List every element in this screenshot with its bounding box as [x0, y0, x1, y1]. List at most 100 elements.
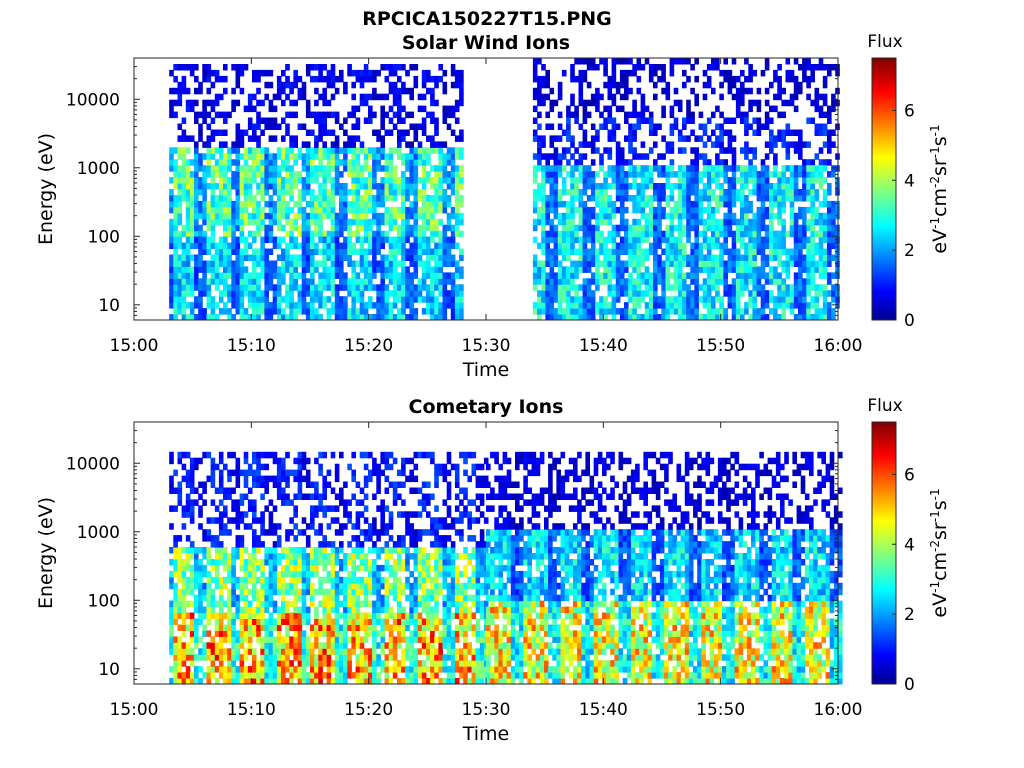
- spectrogram-cell: [289, 278, 294, 285]
- spectrogram-cell: [173, 171, 178, 178]
- spectrogram-cell: [388, 248, 394, 255]
- spectrogram-cell: [611, 254, 617, 261]
- spectrogram-cell: [607, 230, 613, 238]
- spectrogram-cell: [372, 248, 377, 255]
- spectrogram-cell: [702, 260, 708, 267]
- spectrogram-cell: [822, 195, 828, 202]
- spectrogram-cell: [281, 660, 286, 667]
- spectrogram-cell: [326, 278, 332, 285]
- spectrogram-cell: [553, 284, 559, 291]
- spectrogram-cell: [719, 195, 724, 202]
- spectrogram-cell: [318, 678, 323, 685]
- spectrogram-cell: [181, 165, 187, 172]
- spectrogram-cell: [752, 272, 757, 279]
- spectrogram-cell: [355, 212, 361, 220]
- spectrogram-cell: [272, 266, 278, 273]
- spectrogram-cell: [793, 248, 799, 255]
- spectrogram-cell: [272, 648, 278, 655]
- spectrogram-cell: [285, 254, 290, 261]
- spectrogram-cell: [268, 135, 274, 142]
- spectrogram-cell: [789, 141, 795, 148]
- spectrogram-cell: [405, 218, 410, 226]
- spectrogram-cell: [235, 159, 241, 166]
- spectrogram-cell: [814, 153, 820, 160]
- spectrogram-cell: [293, 314, 298, 321]
- spectrogram-cell: [690, 87, 695, 95]
- spectrogram-cell: [690, 254, 695, 261]
- spectrogram-cell: [359, 99, 365, 107]
- spectrogram-cell: [532, 69, 538, 77]
- spectrogram-cell: [648, 69, 654, 77]
- spectrogram-cell: [169, 618, 174, 625]
- spectrogram-cell: [532, 206, 538, 214]
- spectrogram-cell: [384, 75, 390, 83]
- spectrogram-cell: [256, 302, 261, 309]
- spectrogram-cell: [553, 260, 559, 267]
- spectrogram-cell: [545, 195, 550, 202]
- spectrogram-cell: [760, 260, 766, 267]
- spectrogram-cell: [409, 93, 414, 101]
- spectrogram-cell: [566, 290, 571, 297]
- spectrogram-cell: [169, 636, 174, 643]
- spectrogram-cell: [343, 218, 348, 226]
- spectrogram-cell: [185, 159, 191, 166]
- spectrogram-cell: [822, 296, 828, 303]
- spectrogram-cell: [827, 64, 832, 71]
- spectrogram-cell: [318, 117, 323, 124]
- spectrogram-cell: [636, 183, 642, 190]
- spectrogram-cell: [677, 284, 683, 291]
- spectrogram-cell: [359, 147, 365, 154]
- spectrogram-cell: [735, 308, 741, 315]
- spectrogram-cell: [557, 81, 563, 89]
- spectrogram-cell: [690, 302, 695, 309]
- spectrogram-cell: [256, 206, 261, 214]
- spectrogram-cell: [231, 64, 236, 71]
- spectrogram-cell: [603, 266, 608, 273]
- spectrogram-cell: [785, 75, 791, 83]
- spectrogram-cell: [206, 212, 212, 220]
- spectrogram-cell: [202, 242, 207, 250]
- spectrogram-cell: [694, 314, 699, 321]
- spectrogram-cell: [607, 147, 613, 154]
- spectrogram-cell: [644, 105, 650, 113]
- spectrogram-cell: [293, 200, 298, 208]
- spectrogram-cell: [541, 99, 546, 107]
- spectrogram-cell: [314, 87, 319, 95]
- spectrogram-cell: [264, 93, 269, 101]
- spectrogram-cell: [417, 224, 423, 232]
- spectrogram-cell: [305, 242, 311, 250]
- spectrogram-cell: [648, 129, 654, 136]
- spectrogram-cell: [653, 69, 658, 77]
- spectrogram-cell: [532, 135, 538, 142]
- spectrogram-cell: [806, 242, 811, 250]
- spectrogram-cell: [603, 308, 608, 315]
- spectrogram-cell: [293, 75, 298, 83]
- spectrogram-cell: [185, 212, 191, 220]
- spectrogram-cell: [777, 284, 782, 291]
- spectrogram-cell: [194, 195, 199, 202]
- spectrogram-cell: [388, 224, 394, 232]
- spectrogram-cell: [682, 189, 687, 196]
- spectrogram-cell: [537, 218, 542, 226]
- spectrogram-cell: [218, 153, 224, 160]
- spectrogram-cell: [417, 284, 423, 291]
- spectrogram-cell: [330, 69, 336, 77]
- spectrogram-cell: [326, 236, 332, 244]
- spectrogram-cell: [409, 618, 414, 625]
- spectrogram-cell: [198, 654, 203, 661]
- spectrogram-cell: [731, 153, 737, 160]
- spectrogram-cell: [677, 236, 683, 244]
- spectrogram-cell: [711, 284, 716, 291]
- spectrogram-cell: [756, 284, 762, 291]
- spectrogram-cell: [532, 195, 538, 202]
- spectrogram-cell: [347, 654, 352, 661]
- spectrogram-cell: [798, 272, 803, 279]
- spectrogram-cell: [822, 165, 828, 172]
- spectrogram-cell: [276, 254, 282, 261]
- spectrogram-cell: [334, 296, 340, 303]
- spectrogram-cell: [744, 224, 749, 232]
- spectrogram-cell: [793, 183, 799, 190]
- spectrogram-cell: [426, 159, 431, 166]
- spectrogram-cell: [185, 218, 191, 226]
- spectrogram-cell: [239, 206, 245, 214]
